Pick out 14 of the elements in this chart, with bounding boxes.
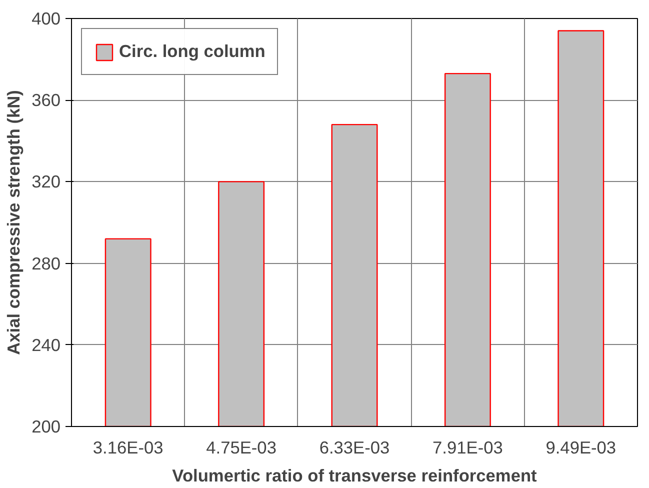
y-tick-label: 360	[32, 90, 61, 110]
x-axis-title: Volumertic ratio of transverse reinforcement	[172, 466, 538, 486]
y-tick-label: 320	[32, 172, 61, 192]
x-tick-label: 7.91E-03	[432, 438, 503, 458]
y-tick-label: 280	[32, 253, 61, 274]
x-tick-label: 9.49E-03	[546, 438, 616, 458]
x-tick-label: 4.75E-03	[206, 438, 276, 458]
x-tick-label: 6.33E-03	[319, 438, 390, 458]
x-tick-label: 3.16E-03	[92, 438, 164, 458]
y-tick-label: 240	[32, 334, 61, 355]
legend-label: Circ. long column	[119, 41, 266, 62]
y-tick-label: 200	[32, 416, 61, 436]
y-tick-label: 400	[32, 8, 61, 28]
y-axis-title: Axial compressive strength (kN)	[4, 90, 24, 355]
